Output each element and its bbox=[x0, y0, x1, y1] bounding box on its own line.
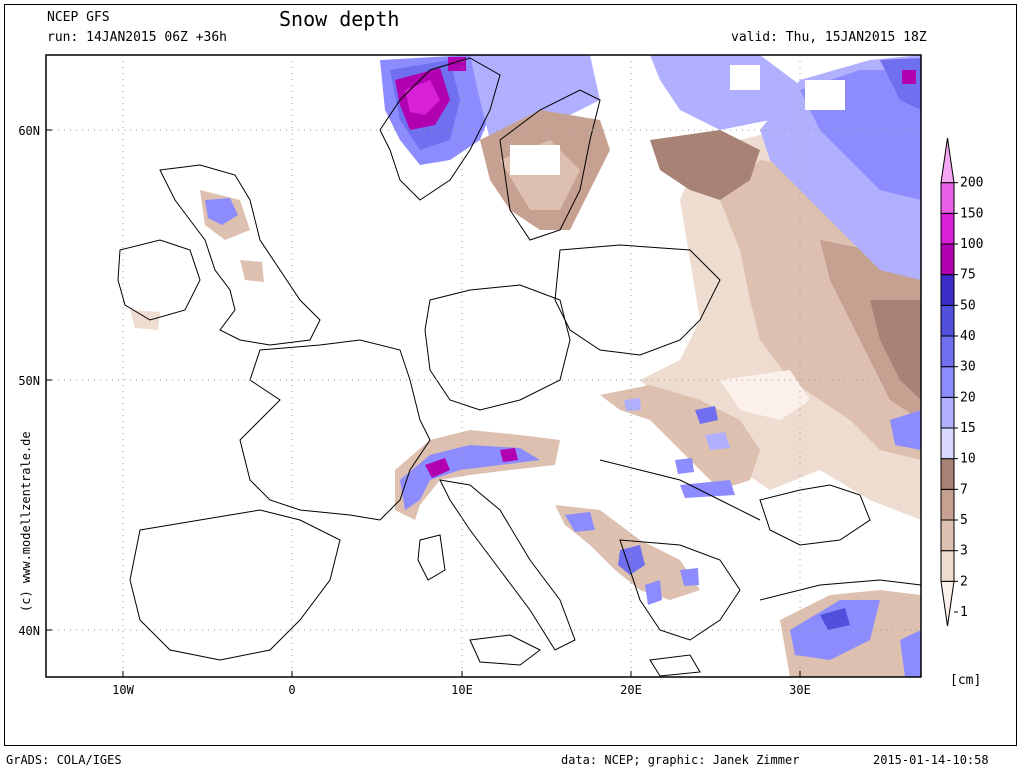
colorbar-level-label: 7 bbox=[960, 482, 968, 497]
colorbar-level-label: 15 bbox=[960, 421, 976, 436]
figure-frame bbox=[4, 4, 1017, 746]
colorbar-level-label: 2 bbox=[960, 574, 968, 589]
colorbar-swatch bbox=[940, 243, 955, 276]
colorbar-level-label: 3 bbox=[960, 544, 968, 559]
colorbar-swatch bbox=[940, 550, 955, 582]
map-border bbox=[45, 54, 922, 678]
colorbar-level-label: 75 bbox=[960, 268, 976, 283]
lat-label-50n: 50N bbox=[18, 374, 40, 388]
footer-center: data: NCEP; graphic: Janek Zimmer bbox=[561, 753, 800, 767]
lat-label-40n: 40N bbox=[18, 624, 40, 638]
colorbar-swatch bbox=[940, 488, 955, 521]
colorbar-swatch bbox=[940, 427, 955, 460]
colorbar-level-label: 150 bbox=[960, 206, 983, 221]
colorbar-level-label: 10 bbox=[960, 452, 976, 467]
valid-label: valid: Thu, 15JAN2015 18Z bbox=[731, 30, 927, 45]
colorbar-swatch bbox=[940, 396, 955, 429]
colorbar-unit: [cm] bbox=[950, 673, 981, 688]
colorbar-swatch bbox=[940, 335, 955, 368]
model-label: NCEP GFS bbox=[47, 10, 110, 25]
colorbar-level-label: 30 bbox=[960, 360, 976, 375]
lat-label-60n: 60N bbox=[18, 124, 40, 138]
colorbar-swatch bbox=[940, 366, 955, 398]
colorbar-swatch bbox=[940, 274, 955, 306]
lat-labels: 60N 50N 40N bbox=[18, 124, 40, 638]
lon-label-10e: 10E bbox=[451, 683, 473, 697]
snow-field bbox=[130, 55, 921, 677]
lon-labels: 10W 0 10E 20E 30E bbox=[112, 683, 811, 697]
colorbar-level-label: 50 bbox=[960, 298, 976, 313]
colorbar-swatch bbox=[940, 519, 955, 552]
colorbar-swatch bbox=[940, 580, 955, 627]
chart-title: Snow depth bbox=[279, 7, 400, 31]
footer-left: GrADS: COLA/IGES bbox=[6, 753, 122, 767]
colorbar-level-label: 100 bbox=[960, 237, 983, 252]
colorbar-swatch bbox=[940, 182, 955, 214]
colorbar-swatch bbox=[940, 212, 955, 245]
colorbar-level-label: 1 bbox=[960, 605, 968, 620]
axis-ticks bbox=[46, 129, 801, 677]
lon-label-20e: 20E bbox=[620, 683, 642, 697]
colorbar-level-label: 40 bbox=[960, 329, 976, 344]
lon-label-10w: 10W bbox=[112, 683, 134, 697]
colorbar-swatch bbox=[940, 458, 955, 490]
colorbar-swatch bbox=[940, 137, 955, 184]
coastlines bbox=[117, 57, 921, 677]
colorbar-level-label: 20 bbox=[960, 390, 976, 405]
run-label: run: 14JAN2015 06Z +36h bbox=[47, 30, 228, 45]
colorbar: 1 2 3 5 7 10 15 20 30 40 50 75 100 150 200 bbox=[940, 137, 983, 627]
colorbar-level-label: 5 bbox=[960, 513, 968, 528]
colorbar-swatch bbox=[940, 304, 955, 337]
lon-label-30e: 30E bbox=[789, 683, 811, 697]
lon-label-0: 0 bbox=[288, 683, 295, 697]
colorbar-level-label: 200 bbox=[960, 176, 983, 191]
footer-right: 2015-01-14-10:58 bbox=[873, 753, 989, 767]
